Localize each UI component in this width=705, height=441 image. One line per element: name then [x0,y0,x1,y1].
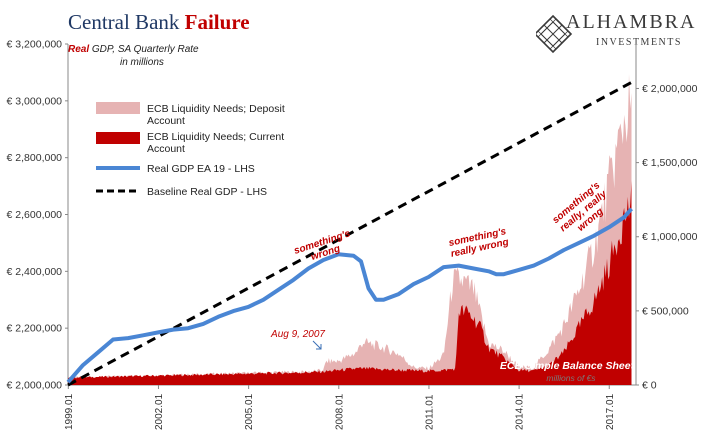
legend-label-baseline: Baseline Real GDP - LHS [147,186,267,198]
y-left-tick-label: € 2,400,000 [7,266,63,278]
x-tick-label: 2011.01 [424,394,435,430]
y-right-tick-label: € 500,000 [642,305,689,317]
legend-label-gdp: Real GDP EA 19 - LHS [147,163,255,175]
aug-9-arrow-icon [312,340,322,350]
logo-diamond-icon [536,14,573,54]
logo-name: ALHAMBRA [566,11,697,33]
legend-swatch-current [96,132,140,144]
annotation-something-really-wrong: something'sreally wrong [448,226,510,260]
y-right-tick-label: € 0 [642,380,657,392]
annotation-aug-9-2007: Aug 9, 2007 [270,329,325,340]
x-tick-label: 2002.01 [154,393,165,430]
x-tick-label: 1999.01 [64,393,75,430]
x-tick-label: 2008.01 [334,393,345,430]
title-main: Central Bank [68,10,180,34]
x-tick-label: 2005.01 [244,393,255,430]
legend-label-current: ECB Liquidity Needs; Current Account [147,131,284,155]
subtitle-real: Real [68,44,90,55]
current-area [68,180,632,385]
subtitle-units: in millions [120,57,164,68]
gdp-line [66,207,633,384]
y-right-tick-label: € 1,500,000 [642,157,698,169]
y-right-tick-label: € 1,000,000 [642,231,698,243]
title-highlight: Failure [184,10,250,34]
legend-label-deposit: ECB Liquidity Needs; Deposit Account [147,103,285,127]
y-left-tick-label: € 3,000,000 [7,95,63,107]
y-right-tick-label: € 2,000,000 [642,83,698,95]
annotation-millions: millions of €s [546,373,596,383]
annotation-balance-sheet: ECB Simple Balance Sheet [500,360,635,372]
logo-sub: INVESTMENTS [596,37,682,48]
x-tick-label: 2014.01 [515,393,526,430]
x-tick-label: 2017.01 [605,393,616,430]
y-left-tick-label: € 3,200,000 [7,39,63,51]
y-left-tick-label: € 2,800,000 [7,152,63,164]
chart-title: Central Bank Failure [68,10,250,35]
baseline-line [67,81,633,387]
chart-subtitle: Real GDP, SA Quarterly Rate in millions [68,43,199,69]
y-left-tick-label: € 2,200,000 [7,323,63,335]
y-left-tick-label: € 2,000,000 [7,380,63,392]
legend-swatch-deposit [96,102,140,114]
chart-legend: ECB Liquidity Needs; Deposit Account ECB L… [96,102,285,198]
y-left-tick-label: € 2,600,000 [7,209,63,221]
subtitle-rest: GDP, SA Quarterly Rate [89,44,199,55]
